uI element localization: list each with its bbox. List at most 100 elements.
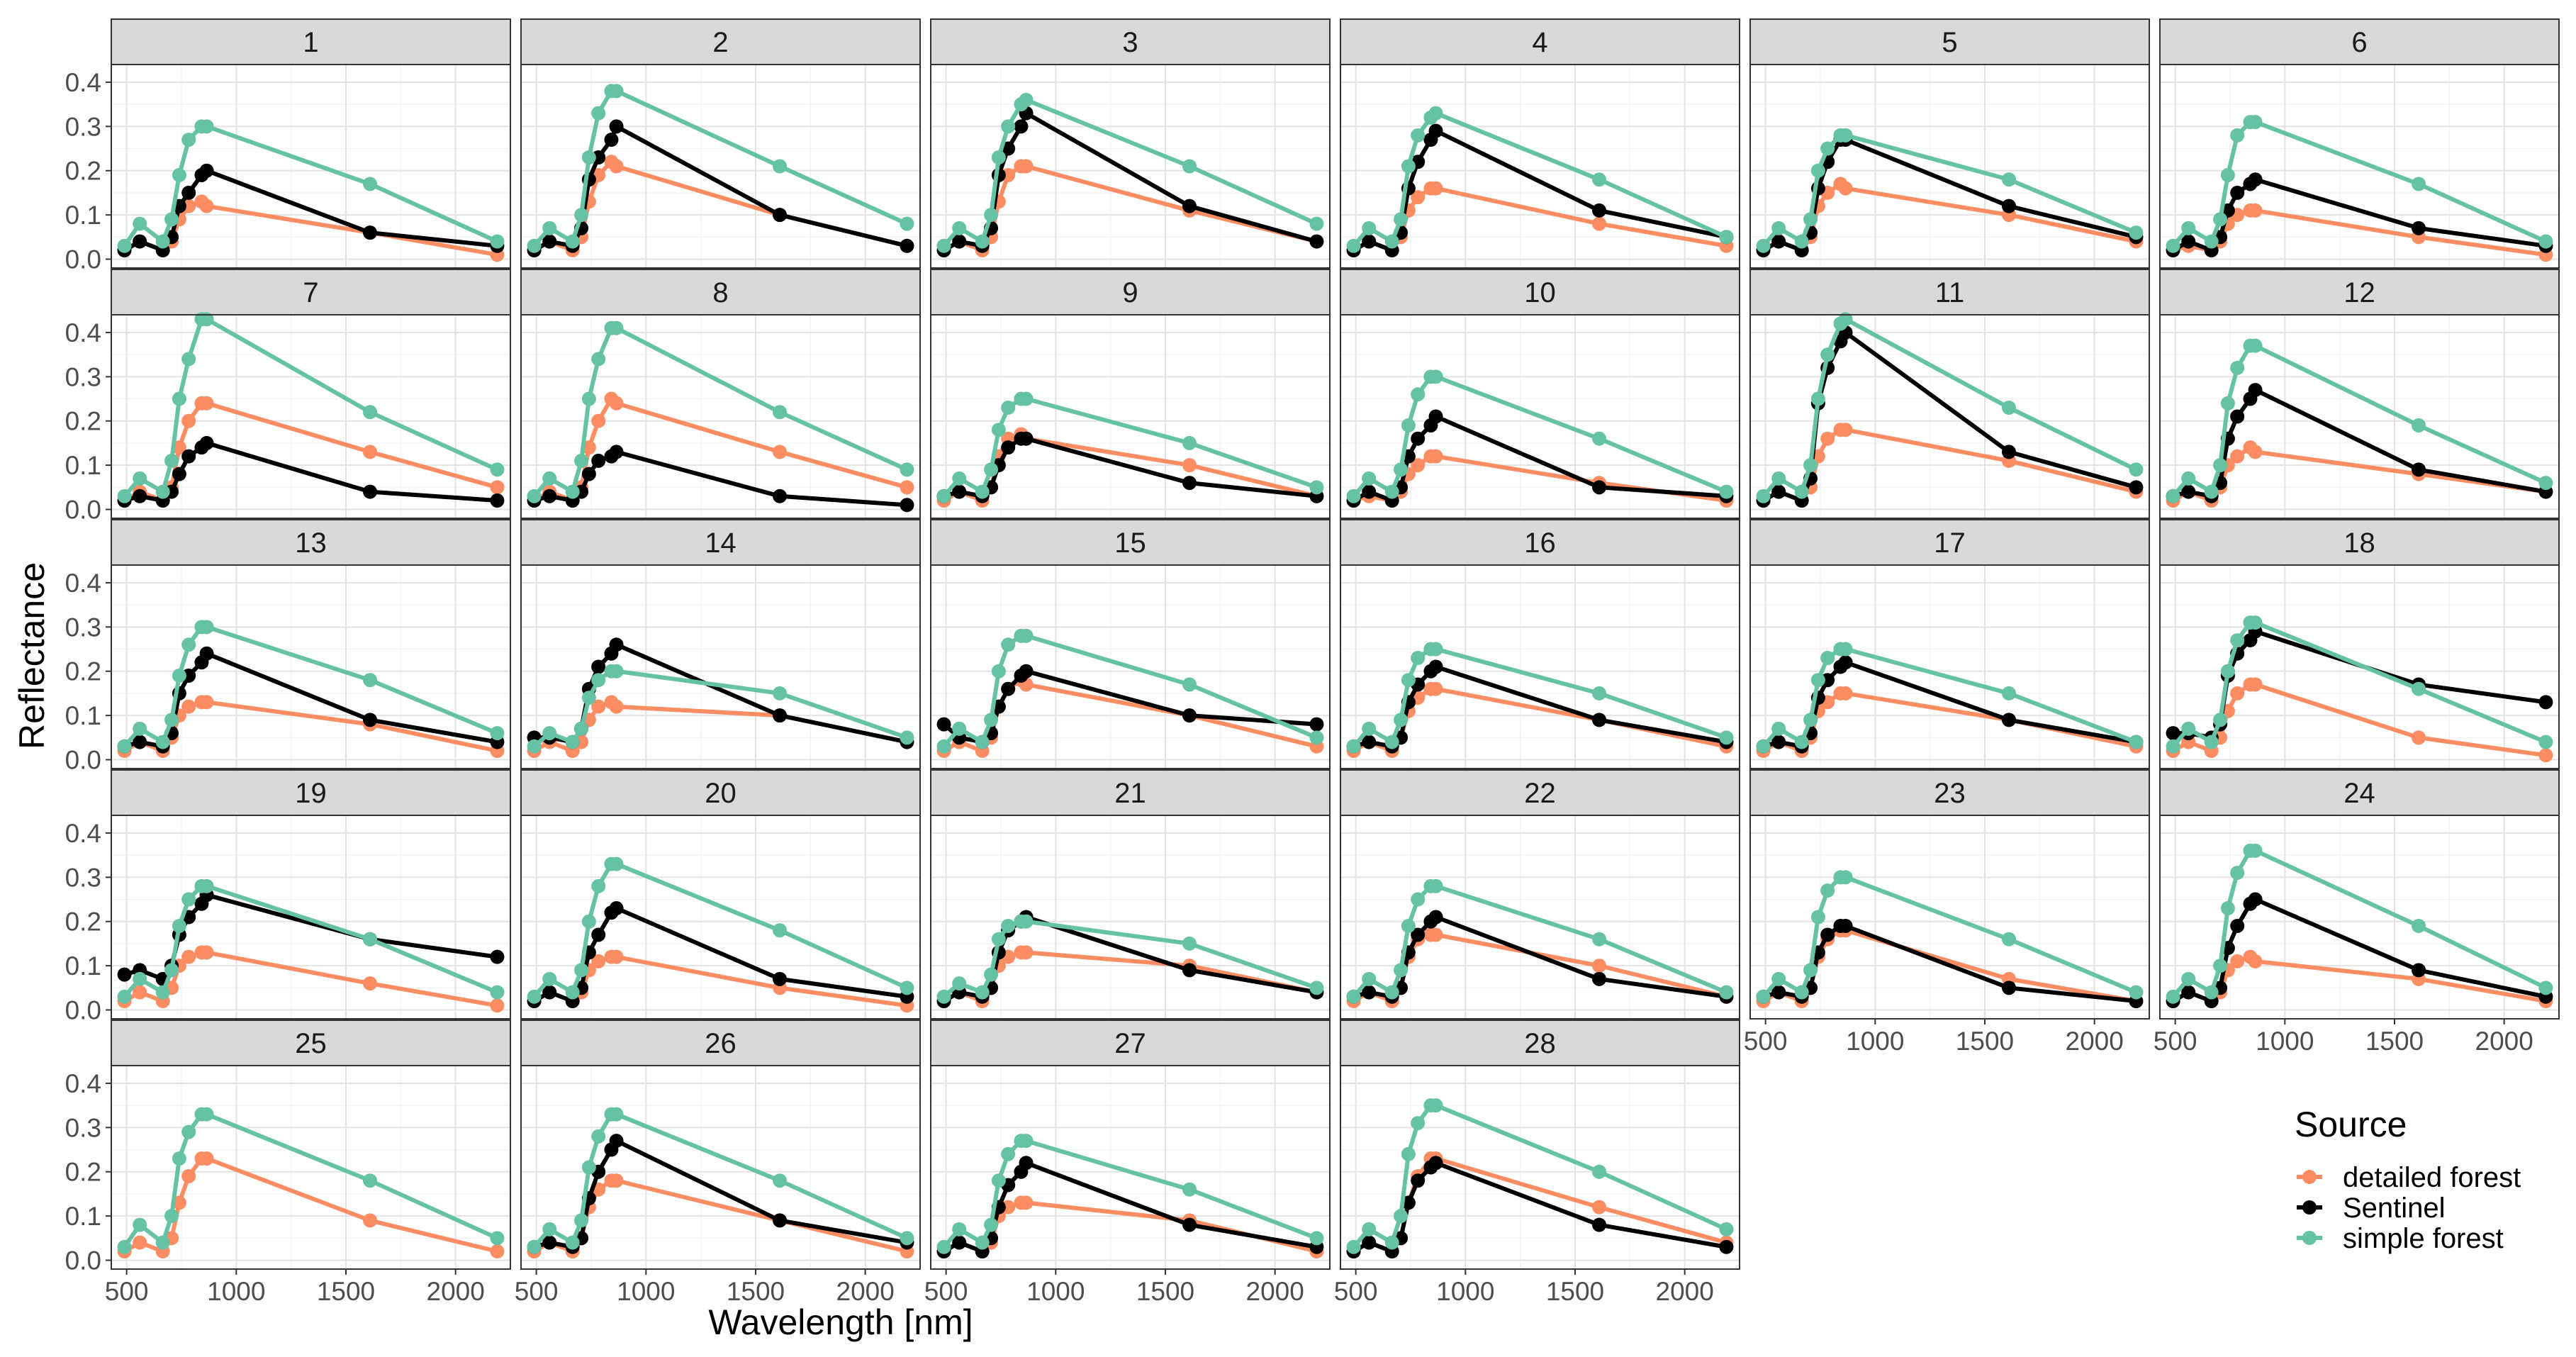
series-line (1353, 128, 1727, 252)
panel-strip-label: 24 (2343, 778, 2375, 809)
series-line (123, 168, 498, 252)
data-point (1401, 918, 1416, 933)
x-axis-title: Wavelength [nm] (708, 1302, 973, 1342)
panel-strip-label: 8 (712, 277, 728, 308)
data-point (2166, 739, 2180, 754)
data-point (155, 985, 170, 1000)
data-point (2181, 721, 2196, 736)
data-point (1019, 159, 1034, 174)
data-point (609, 1173, 624, 1188)
y-tick-label: 0.0 (65, 996, 101, 1025)
data-point (574, 453, 589, 468)
data-point (1810, 910, 1825, 925)
panel-14: 14 (520, 519, 921, 769)
data-point (2129, 985, 2144, 1000)
data-point (1182, 677, 1197, 692)
series-line (123, 1156, 498, 1253)
data-point (984, 462, 999, 477)
y-tick-label: 0.3 (65, 112, 101, 141)
panel-border (1340, 64, 1740, 269)
data-point (172, 668, 186, 683)
data-point (181, 352, 196, 367)
data-point (363, 932, 378, 946)
x-tick-label: 1500 (1956, 1027, 2014, 1056)
data-point (2248, 892, 2263, 907)
data-point (1019, 914, 1034, 929)
y-tick-label: 0.3 (65, 1113, 101, 1142)
panel-strip-label: 28 (1524, 1028, 1556, 1059)
data-point (1428, 927, 1443, 942)
panel-strip (520, 1020, 921, 1066)
data-point (133, 735, 147, 749)
data-point (363, 445, 378, 459)
data-point (542, 471, 557, 486)
data-point (2538, 476, 2553, 491)
series-line (123, 317, 498, 498)
panel-26: 26 500 1000 1500 2000 (515, 1020, 921, 1306)
series-simple-forest (1756, 642, 2144, 754)
data-point (1309, 730, 1324, 745)
series-line (2171, 120, 2547, 247)
x-tick-label: 1500 (1546, 1277, 1604, 1306)
series-line (123, 625, 498, 748)
series-line (533, 906, 907, 1003)
series-simple-forest (2166, 338, 2553, 503)
data-point (591, 927, 606, 942)
series-simple-forest (2166, 115, 2553, 253)
data-point (1346, 1239, 1361, 1254)
x-tick-label: 500 (1744, 1027, 1788, 1056)
series-line (532, 1112, 908, 1249)
y-tick-label: 0.4 (65, 318, 101, 347)
series-line (1762, 875, 2137, 998)
panel-strip-label: 16 (1524, 527, 1556, 559)
data-point (1401, 418, 1416, 432)
data-point (609, 664, 624, 678)
x-tick-label: 2000 (836, 1277, 895, 1306)
data-point (773, 1213, 788, 1228)
panel-23: 23 500 1000 1500 2000 (1744, 769, 2150, 1056)
data-point (1771, 721, 1786, 736)
series-line (123, 440, 498, 503)
data-point (900, 730, 914, 745)
panel-strip (111, 18, 511, 65)
data-point (773, 971, 788, 986)
panel-strip-label: 2 (712, 27, 728, 58)
data-point (1771, 234, 1786, 249)
data-point (181, 949, 196, 964)
panel-border (520, 314, 921, 519)
data-point (574, 208, 589, 223)
panel-strip (2159, 769, 2560, 816)
series-detailed-forest (117, 945, 505, 1013)
data-point (1309, 480, 1324, 495)
y-tick-label: 0.2 (65, 657, 101, 686)
series-line (1762, 924, 2137, 1003)
y-tick-label: 0.2 (65, 908, 101, 937)
data-point (936, 717, 951, 732)
data-point (2129, 225, 2144, 240)
data-point (1756, 488, 1771, 503)
data-point (133, 1235, 147, 1250)
data-point (2538, 234, 2553, 249)
data-point (2412, 681, 2426, 696)
series-line (1762, 317, 2137, 498)
panel-border (1749, 564, 2150, 769)
data-point (574, 1213, 589, 1228)
data-point (1428, 181, 1443, 196)
data-point (2412, 220, 2426, 235)
data-point (1838, 655, 1853, 670)
data-point (363, 1173, 378, 1188)
legend-key-point (2302, 1170, 2317, 1184)
data-point (2002, 713, 2017, 727)
data-point (952, 234, 967, 249)
data-point (155, 1235, 170, 1250)
data-point (2230, 686, 2245, 700)
series-simple-forest (117, 878, 505, 1004)
data-point (199, 646, 214, 661)
data-point (117, 238, 132, 253)
data-point (1810, 391, 1825, 406)
data-point (1384, 234, 1399, 249)
data-point (936, 989, 951, 1004)
data-point (172, 918, 186, 933)
data-point (991, 932, 1006, 946)
